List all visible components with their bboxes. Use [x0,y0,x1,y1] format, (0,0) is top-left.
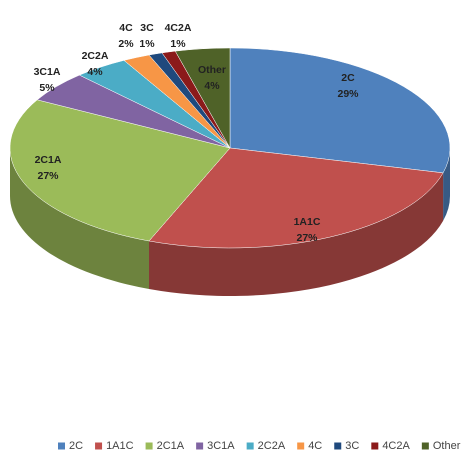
legend-swatch [58,442,65,450]
legend-swatch [196,442,204,450]
slice-label: 3C [140,22,154,34]
legend-swatch [145,442,153,450]
legend-swatch [297,442,305,450]
slice-label: 3C1A [34,66,61,78]
slice-value-label: 29% [337,88,359,100]
slice-label: 2C1A [35,154,62,166]
slice-label: 2C2A [82,50,109,62]
slice-label: 1A1C [294,216,321,228]
legend-label: 3C [345,440,359,452]
slice-value-label: 5% [39,82,55,94]
legend-swatch [371,442,379,450]
slice-label: 4C2A [165,22,192,34]
legend-label: Other [433,440,461,452]
legend-swatch [334,442,342,450]
slice-side [149,172,444,296]
legend-label: 2C [69,440,83,452]
slice [229,47,451,174]
slice-value-label: 4% [204,80,220,92]
slice-label: 2C [341,72,355,84]
legend-swatch [246,442,254,450]
slice-label: 4C [119,22,133,34]
slice [9,99,231,242]
slice-value-label: 2% [118,38,134,50]
slice-value-label: 27% [37,170,59,182]
legend-label: 4C [308,440,322,452]
legend-swatch [95,442,103,450]
legend-label: 2C1A [157,440,185,452]
legend-label: 2C2A [258,440,286,452]
slice [148,147,444,249]
slice-value-label: 1% [139,38,155,50]
legend-label: 3C1A [207,440,235,452]
slice-side [10,148,150,289]
legend-label: 1A1C [106,440,134,452]
legend-swatch [421,442,429,450]
slice-value-label: 4% [87,66,103,78]
slice-value-label: 27% [296,232,318,244]
slice-label: Other [198,64,226,76]
slice-value-label: 1% [170,38,186,50]
slice-side [443,148,450,221]
legend-label: 4C2A [382,440,410,452]
slice [174,47,231,149]
